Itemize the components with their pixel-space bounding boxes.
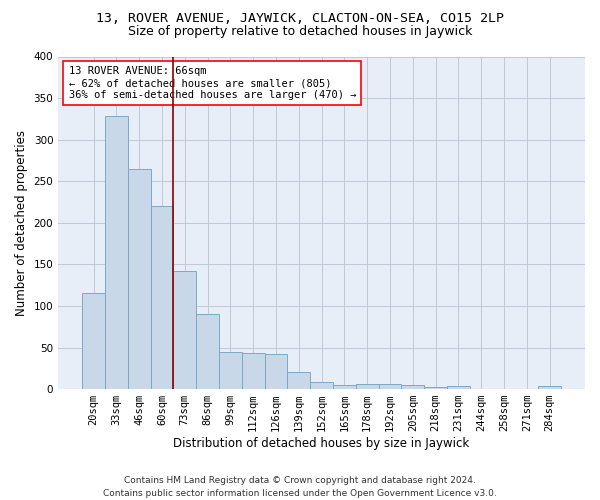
Bar xyxy=(356,384,379,389)
Bar xyxy=(242,354,265,389)
Bar xyxy=(173,271,196,389)
Bar xyxy=(151,206,173,389)
Bar xyxy=(219,352,242,389)
Bar xyxy=(379,384,401,389)
Text: Contains HM Land Registry data © Crown copyright and database right 2024.
Contai: Contains HM Land Registry data © Crown c… xyxy=(103,476,497,498)
Bar xyxy=(265,354,287,389)
Bar xyxy=(333,385,356,389)
Bar xyxy=(424,386,447,389)
Y-axis label: Number of detached properties: Number of detached properties xyxy=(15,130,28,316)
Bar xyxy=(287,372,310,389)
Text: 13, ROVER AVENUE, JAYWICK, CLACTON-ON-SEA, CO15 2LP: 13, ROVER AVENUE, JAYWICK, CLACTON-ON-SE… xyxy=(96,12,504,26)
Bar xyxy=(310,382,333,389)
Bar xyxy=(447,386,470,389)
Bar xyxy=(105,116,128,389)
Bar xyxy=(82,294,105,389)
Text: Size of property relative to detached houses in Jaywick: Size of property relative to detached ho… xyxy=(128,25,472,38)
Bar xyxy=(196,314,219,389)
Bar xyxy=(401,385,424,389)
X-axis label: Distribution of detached houses by size in Jaywick: Distribution of detached houses by size … xyxy=(173,437,470,450)
Text: 13 ROVER AVENUE: 66sqm
← 62% of detached houses are smaller (805)
36% of semi-de: 13 ROVER AVENUE: 66sqm ← 62% of detached… xyxy=(69,66,356,100)
Bar xyxy=(538,386,561,389)
Bar xyxy=(128,168,151,389)
